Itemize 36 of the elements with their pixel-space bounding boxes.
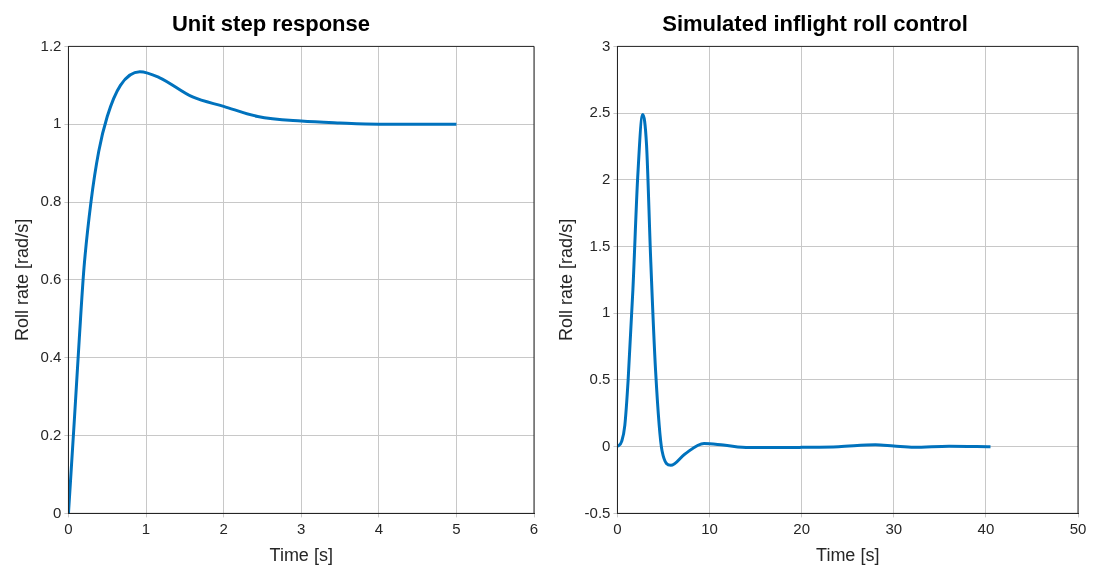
y-tick-label: 1.5 bbox=[589, 236, 611, 254]
y-tick-label: 0 bbox=[602, 436, 611, 454]
x-axis-title: Time [s] bbox=[816, 545, 880, 566]
chart-title: Unit step response bbox=[171, 11, 371, 37]
y-tick-label: 0.5 bbox=[589, 370, 611, 388]
y-axis-title: Roll rate [rad/s] bbox=[555, 218, 576, 341]
x-tick-label: 0 bbox=[613, 519, 622, 537]
x-axis-title: Time [s] bbox=[269, 545, 333, 566]
x-tick-label: 50 bbox=[1069, 519, 1087, 537]
x-tick-label: 4 bbox=[374, 519, 383, 537]
y-tick-label: 0.8 bbox=[40, 192, 62, 210]
y-tick-label: -0.5 bbox=[584, 503, 611, 521]
y-tick-label: 1.2 bbox=[40, 36, 62, 54]
line-series bbox=[617, 112, 992, 467]
x-tick-label: 2 bbox=[219, 519, 228, 537]
chart-title: Simulated inflight roll control bbox=[662, 11, 968, 37]
y-tick-label: 0.2 bbox=[40, 425, 62, 443]
y-tick-label: 2 bbox=[602, 169, 611, 187]
y-tick-label: 0.4 bbox=[40, 347, 62, 365]
x-tick-label: 20 bbox=[793, 519, 811, 537]
x-tick-label: 6 bbox=[529, 519, 539, 537]
x-tick-label: 3 bbox=[297, 519, 306, 537]
x-tick-label: 30 bbox=[885, 519, 903, 537]
x-tick-label: 0 bbox=[64, 519, 73, 537]
y-tick-label: 1 bbox=[602, 303, 611, 321]
x-tick-label: 10 bbox=[701, 519, 718, 537]
y-tick-label: 0 bbox=[53, 503, 62, 521]
x-tick-label: 40 bbox=[977, 519, 995, 537]
y-axis-title: Roll rate [rad/s] bbox=[11, 218, 32, 341]
y-tick-label: 2.5 bbox=[589, 103, 611, 121]
x-tick-label: 1 bbox=[141, 519, 151, 537]
y-tick-label: 3 bbox=[602, 36, 611, 54]
y-tick-label: 0.6 bbox=[40, 270, 62, 288]
line-series bbox=[68, 70, 458, 514]
x-tick-label: 5 bbox=[452, 519, 461, 537]
y-tick-label: 1 bbox=[53, 114, 62, 132]
